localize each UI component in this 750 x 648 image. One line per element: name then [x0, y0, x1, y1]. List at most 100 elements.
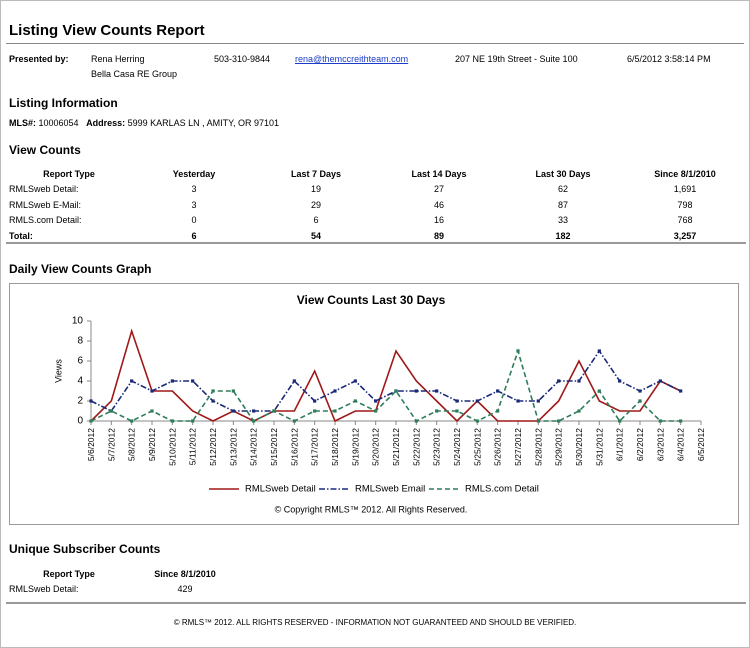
point-marker	[516, 349, 520, 353]
legend-label: RMLS.com Detail	[465, 484, 539, 495]
x-tick-label: 6/5/2012	[696, 428, 706, 461]
point-marker	[597, 349, 601, 353]
legend-label: RMLSweb Email	[355, 484, 425, 495]
point-marker	[150, 389, 154, 393]
y-axis-label: Views	[53, 359, 63, 383]
table-cell: 6	[313, 215, 319, 225]
x-tick-label: 6/4/2012	[676, 428, 686, 461]
point-marker	[313, 409, 317, 413]
table-rule	[6, 602, 746, 604]
point-marker	[231, 409, 235, 413]
row-label: RMLSweb Detail:	[9, 184, 79, 194]
x-tick-label: 5/13/2012	[228, 428, 238, 466]
y-tick-label: 10	[72, 316, 84, 327]
x-tick-label: 5/11/2012	[188, 428, 198, 465]
chart-title: View Counts Last 30 Days	[297, 293, 446, 307]
point-marker	[109, 409, 113, 413]
table-cell: 46	[433, 199, 444, 210]
point-marker	[638, 389, 642, 393]
x-tick-label: 5/7/2012	[106, 428, 116, 461]
row-label: RMLS.com Detail:	[9, 215, 82, 225]
chart: View Counts Last 30 Days Views © Copyrig…	[9, 283, 739, 525]
x-tick-label: 5/14/2012	[249, 428, 259, 466]
point-marker	[252, 419, 256, 423]
table-cell: 3	[191, 184, 197, 194]
x-tick-label: 5/23/2012	[432, 428, 442, 466]
x-tick-label: 5/6/2012	[86, 428, 96, 461]
report-datetime: 6/5/2012 3:58:14 PM	[627, 54, 711, 64]
x-tick-label: 5/8/2012	[127, 428, 137, 461]
point-marker	[89, 399, 93, 403]
chart-frame	[9, 283, 739, 525]
point-marker	[170, 379, 174, 383]
table-cell: 768	[677, 215, 693, 225]
y-tick-label: 0	[77, 416, 83, 427]
point-marker	[679, 389, 683, 393]
presenter-email[interactable]: rena@themccreithteam.com	[295, 54, 409, 64]
x-tick-label: 5/16/2012	[289, 428, 299, 466]
point-marker	[536, 419, 540, 423]
point-marker	[374, 409, 378, 413]
point-marker	[211, 389, 215, 393]
table-cell: 1,691	[673, 184, 697, 194]
point-marker	[557, 379, 561, 383]
point-marker	[252, 409, 256, 413]
point-marker	[130, 379, 134, 383]
point-marker	[374, 399, 378, 403]
x-tick-label: 5/9/2012	[147, 428, 157, 461]
point-marker	[638, 399, 642, 403]
x-tick-label: 5/28/2012	[533, 428, 543, 466]
x-tick-label: 5/24/2012	[452, 428, 462, 466]
point-marker	[455, 409, 459, 413]
column-header: Report Type	[43, 569, 95, 579]
point-marker	[618, 379, 622, 383]
series-line	[90, 348, 681, 423]
column-header: Last 14 Days	[411, 169, 467, 179]
table-rule	[6, 242, 746, 244]
presenter-name: Rena Herring	[91, 54, 145, 64]
point-marker	[130, 419, 134, 423]
point-marker	[536, 399, 540, 403]
presenter-company: Bella Casa RE Group	[91, 69, 178, 79]
column-header: Last 7 Days	[290, 169, 342, 179]
point-marker	[577, 379, 581, 383]
section-heading: Daily View Counts Graph	[9, 262, 152, 276]
point-marker	[231, 389, 235, 393]
point-marker	[211, 399, 215, 403]
table-cell: 0	[191, 215, 197, 225]
legend-label: RMLSweb Detail	[245, 484, 316, 495]
point-marker	[597, 389, 601, 393]
column-header: Report Type	[43, 169, 95, 179]
table-cell: 62	[557, 184, 568, 194]
table-cell: 798	[677, 199, 693, 210]
total-cell: 89	[433, 231, 444, 241]
point-marker	[313, 399, 317, 403]
x-tick-label: 5/26/2012	[493, 428, 503, 466]
point-marker	[394, 389, 398, 393]
point-marker	[496, 409, 500, 413]
total-cell: 182	[555, 231, 571, 241]
total-cell: 3,257	[673, 231, 697, 241]
section-heading: Unique Subscriber Counts	[9, 542, 161, 556]
point-marker	[150, 409, 154, 413]
title-rule	[6, 43, 744, 44]
table-cell: 16	[433, 215, 444, 225]
point-marker	[292, 379, 296, 383]
point-marker	[353, 379, 357, 383]
point-marker	[435, 409, 439, 413]
x-tick-label: 5/25/2012	[472, 428, 482, 466]
point-marker	[292, 419, 296, 423]
x-tick-label: 5/17/2012	[310, 428, 320, 466]
point-marker	[679, 419, 683, 423]
listing-address: 5999 KARLAS LN , AMITY, OR 97101	[127, 118, 280, 128]
point-marker	[496, 389, 500, 393]
section-heading: Listing Information	[9, 96, 118, 110]
mls-label: MLS#:	[9, 118, 36, 128]
x-tick-label: 5/30/2012	[574, 428, 584, 466]
x-tick-label: 5/10/2012	[167, 428, 177, 466]
x-tick-label: 5/29/2012	[554, 428, 564, 466]
mls-line: MLS#: 10006054 Address: 5999 KARLAS LN ,…	[9, 118, 279, 128]
total-cell: 54	[310, 231, 321, 241]
y-tick-label: 2	[77, 396, 83, 407]
